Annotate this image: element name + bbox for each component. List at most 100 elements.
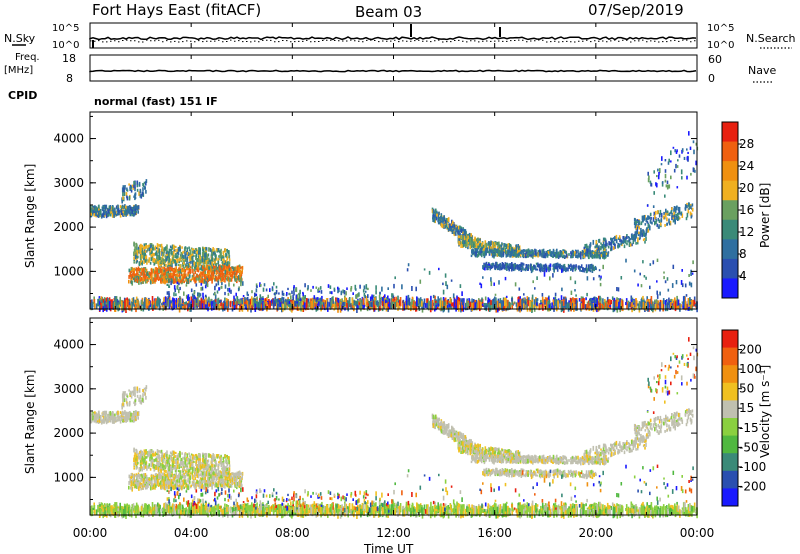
power-echo bbox=[99, 209, 101, 214]
power-echo bbox=[300, 300, 302, 312]
power-echo bbox=[469, 238, 472, 242]
power-echo bbox=[552, 267, 555, 271]
power-echo bbox=[332, 296, 334, 302]
power-echo bbox=[240, 273, 242, 277]
power-echo bbox=[176, 258, 179, 263]
power-echo bbox=[501, 264, 503, 269]
power-echo bbox=[210, 298, 212, 302]
power-echo bbox=[524, 253, 527, 259]
power-echo bbox=[251, 305, 254, 310]
power-echo bbox=[329, 285, 332, 289]
nsearch-line bbox=[90, 39, 696, 43]
power-echo bbox=[144, 259, 147, 263]
power-echo bbox=[215, 283, 218, 287]
power-echo bbox=[199, 280, 202, 283]
power-echo bbox=[125, 299, 127, 308]
power-echo bbox=[450, 227, 453, 232]
power-echo bbox=[132, 302, 134, 306]
power-echo bbox=[460, 228, 463, 233]
power-echo bbox=[233, 270, 235, 275]
power-echo bbox=[199, 271, 202, 274]
power-echo bbox=[598, 245, 600, 249]
power-echo bbox=[463, 230, 466, 236]
power-echo bbox=[192, 298, 194, 307]
power-echo bbox=[495, 265, 498, 269]
power-echo bbox=[342, 300, 344, 303]
power-echo bbox=[107, 209, 109, 215]
power-echo bbox=[122, 209, 124, 213]
power-echo bbox=[160, 256, 162, 261]
power-echo bbox=[373, 300, 375, 311]
power-echo bbox=[130, 271, 132, 274]
power-echo bbox=[563, 249, 565, 254]
power-echo bbox=[498, 265, 501, 270]
power-echo bbox=[161, 250, 163, 256]
power-echo bbox=[148, 247, 151, 252]
power-echo bbox=[659, 301, 661, 312]
power-echo bbox=[149, 272, 152, 277]
power-echo bbox=[434, 208, 437, 214]
power-echo bbox=[215, 248, 218, 252]
power-echo bbox=[222, 279, 224, 282]
power-echo bbox=[381, 286, 383, 292]
power-echo bbox=[202, 292, 204, 298]
power-echo bbox=[329, 291, 331, 294]
power-echo bbox=[448, 301, 451, 304]
power-echo bbox=[232, 306, 234, 309]
power-echo bbox=[594, 254, 596, 258]
power-echo bbox=[202, 278, 204, 284]
power-echo bbox=[224, 278, 226, 283]
power-echo bbox=[92, 209, 94, 215]
power-echo bbox=[562, 304, 564, 311]
power-echo bbox=[94, 303, 96, 310]
power-echo bbox=[197, 268, 200, 273]
power-echo bbox=[299, 297, 302, 301]
power-echo bbox=[581, 249, 584, 254]
power-echo bbox=[178, 263, 180, 267]
power-echo bbox=[455, 227, 458, 231]
power-echo bbox=[481, 250, 484, 253]
power-echo bbox=[628, 237, 630, 241]
power-echo bbox=[190, 288, 193, 293]
power-echo bbox=[184, 251, 186, 254]
power-echo bbox=[166, 248, 168, 253]
power-echo bbox=[600, 297, 602, 307]
power-echo bbox=[387, 298, 390, 309]
power-echo bbox=[626, 242, 628, 246]
power-echo bbox=[122, 213, 124, 216]
power-echo bbox=[189, 259, 191, 262]
power-echo bbox=[351, 297, 354, 305]
power-echo bbox=[171, 244, 174, 249]
power-echo bbox=[205, 247, 208, 252]
power-echo bbox=[435, 305, 437, 311]
power-echo bbox=[130, 274, 133, 279]
power-echo bbox=[343, 290, 346, 295]
power-echo bbox=[234, 278, 237, 281]
power-echo bbox=[233, 276, 236, 279]
power-echo bbox=[638, 231, 640, 235]
power-echo bbox=[216, 290, 219, 294]
power-echo bbox=[199, 300, 201, 310]
power-echo bbox=[220, 299, 222, 307]
power-echo bbox=[632, 236, 634, 240]
power-echo bbox=[227, 277, 230, 281]
power-echo bbox=[477, 251, 480, 254]
power-echo bbox=[146, 272, 148, 276]
power-echo bbox=[529, 252, 532, 256]
power-echo bbox=[179, 275, 181, 280]
power-echo bbox=[119, 296, 121, 305]
power-echo bbox=[173, 274, 176, 277]
power-echo bbox=[150, 244, 152, 249]
power-echo bbox=[140, 194, 142, 197]
power-echo bbox=[465, 302, 467, 311]
power-echo bbox=[654, 220, 656, 226]
power-echo bbox=[453, 226, 456, 230]
power-echo bbox=[509, 251, 512, 254]
power-echo bbox=[237, 271, 240, 274]
power-echo bbox=[538, 304, 540, 311]
power-echo bbox=[144, 274, 146, 278]
power-echo bbox=[165, 271, 168, 277]
power-echo bbox=[371, 294, 373, 300]
power-echo bbox=[483, 250, 485, 255]
power-echo bbox=[596, 249, 598, 253]
